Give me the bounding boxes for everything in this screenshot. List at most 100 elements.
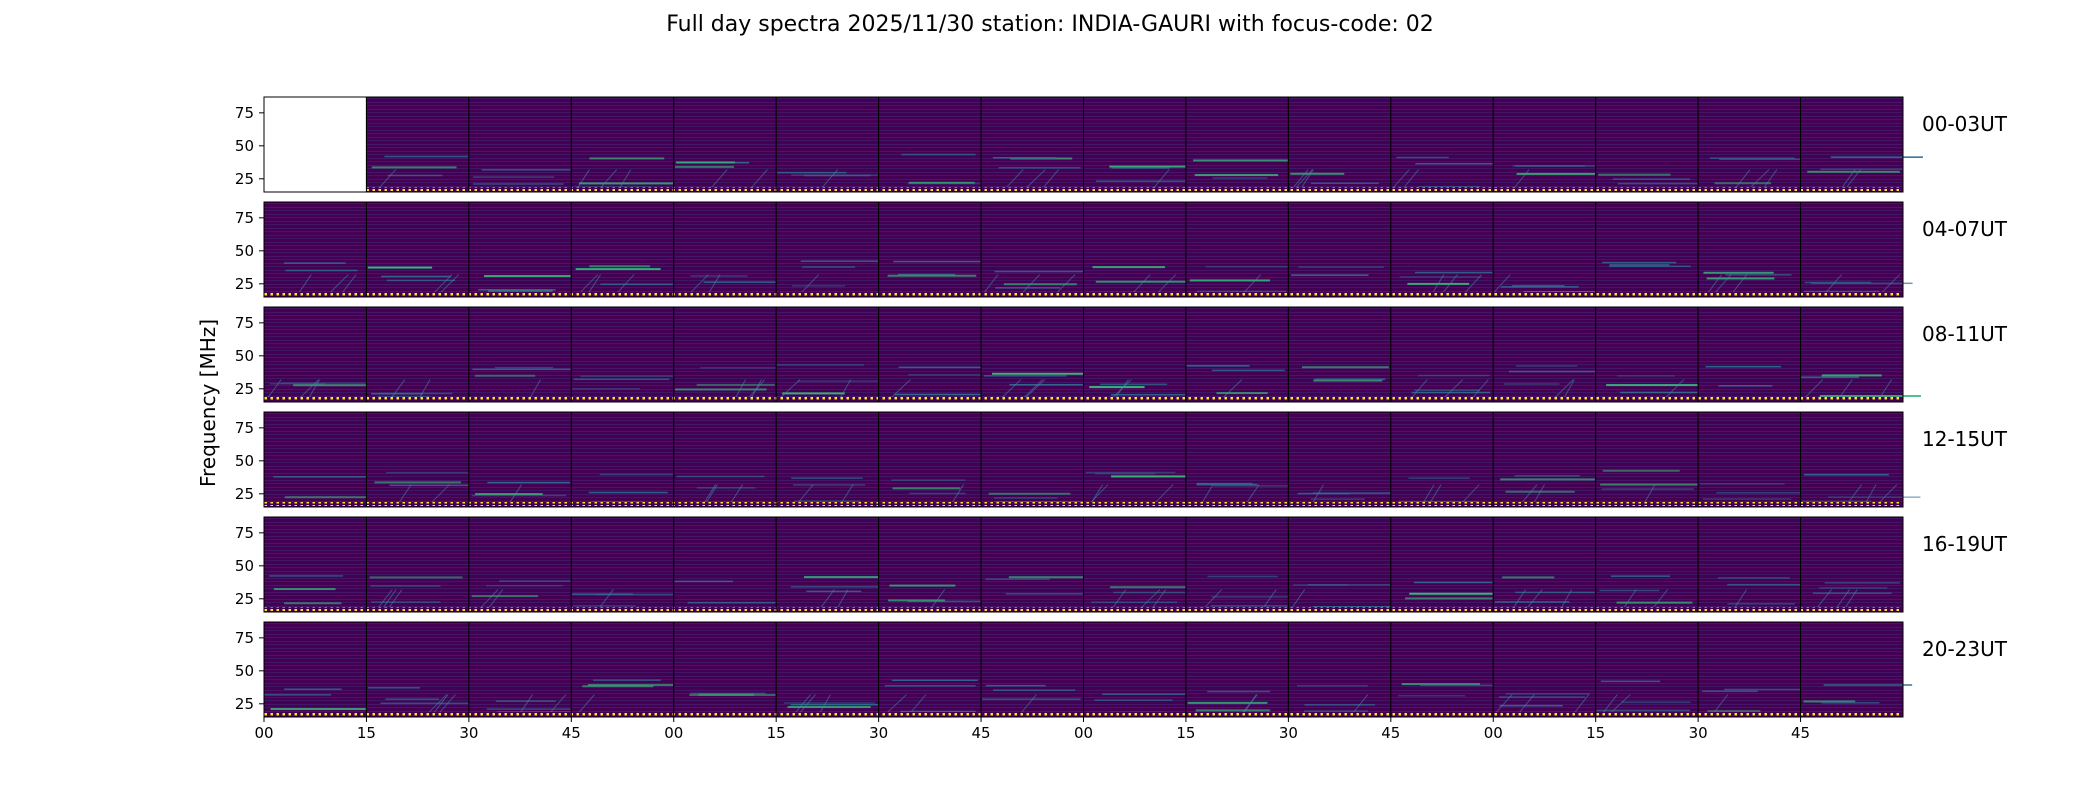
spectrum-panel [1287, 516, 1400, 613]
spectrum-panel [980, 621, 1084, 718]
y-tick-label: 50 [235, 662, 254, 680]
spectrum-panel [980, 516, 1108, 613]
x-tick-label: 00 [1074, 724, 1093, 742]
y-tick-label: 50 [235, 347, 254, 365]
x-tick-label: 00 [1484, 724, 1503, 742]
chart-title: Full day spectra 2025/11/30 station: IND… [666, 12, 1434, 37]
row-label: 08-11UT [1922, 322, 2008, 346]
y-tick-label: 50 [235, 452, 254, 470]
row-label: 04-07UT [1922, 217, 2008, 241]
spectrum-panel [263, 516, 367, 613]
spectra-row: 75 50 25 08-11UT [235, 306, 2008, 403]
spectrum-panel [570, 621, 686, 718]
spectrum-panel [775, 516, 892, 613]
spectrum-panel [1697, 306, 1806, 403]
spectrum-panel [1697, 621, 1826, 718]
spectrum-panel [775, 96, 886, 193]
spectrum-panel [878, 411, 982, 508]
spectrum-panel [673, 516, 787, 613]
spectrum-panel [1287, 96, 1416, 193]
spectrum-panel [1492, 411, 1597, 508]
spectrum-panel [263, 306, 383, 403]
spectrum-panel [1800, 96, 1923, 193]
y-tick-label: 50 [235, 137, 254, 155]
spectrum-panel [263, 96, 367, 193]
spectrum-panel [1800, 411, 1921, 508]
x-tick-label: 00 [254, 724, 273, 742]
spectrum-panel [1697, 516, 1822, 613]
row-label: 00-03UT [1922, 112, 2008, 136]
x-tick-label: 15 [1586, 724, 1605, 742]
spectrum-panel [673, 306, 777, 403]
spectrum-panel [365, 201, 470, 298]
spectrum-panel [1595, 621, 1699, 718]
spectrum-panel [980, 411, 1087, 508]
y-tick-label: 75 [235, 419, 254, 437]
y-tick-label: 75 [235, 629, 254, 647]
spectrum-panel [980, 306, 1091, 403]
spectrum-panel [673, 96, 777, 193]
spectrum-panel [1390, 411, 1499, 508]
y-tick-label: 75 [235, 524, 254, 542]
x-tick-label: 45 [972, 724, 991, 742]
spectrum-panel [1185, 621, 1289, 718]
y-tick-label: 25 [235, 380, 254, 398]
spectrum-panel [1390, 306, 1494, 403]
spectrum-panel [365, 516, 470, 613]
spectrum-panel [673, 621, 783, 718]
x-tick-label: 45 [562, 724, 581, 742]
spectrum-panel [1800, 516, 1904, 613]
spectrum-panel [1595, 201, 1699, 298]
spectrum-panel [1083, 516, 1205, 613]
spectrum-panel [775, 201, 902, 298]
y-tick-label: 25 [235, 695, 254, 713]
spectrum-panel [673, 411, 777, 508]
spectrum-panel [1390, 621, 1520, 718]
x-tick-label: 30 [1689, 724, 1708, 742]
x-tick-label: 45 [1791, 724, 1810, 742]
spectrum-panel [1697, 96, 1806, 193]
spectrum-panel [365, 96, 472, 193]
spectrum-panel [1595, 516, 1699, 613]
spectra-row: 75 50 25 12-15UT [235, 411, 2008, 508]
spectrum-panel [468, 621, 588, 718]
spectrum-panel [1287, 201, 1406, 298]
y-tick-label: 25 [235, 275, 254, 293]
x-tick-label: 30 [869, 724, 888, 742]
spectrum-panel [1185, 96, 1291, 193]
y-tick-label: 25 [235, 590, 254, 608]
spectrum-panel [1390, 201, 1511, 298]
spectrum-panel [1492, 201, 1621, 298]
spectrum-panel [1595, 411, 1701, 508]
spectrum-panel [1492, 516, 1597, 613]
row-label: 16-19UT [1922, 532, 2008, 556]
spectrum-panel [468, 201, 584, 298]
spectra-grid: 75 50 25 00-03UT 75 50 25 04-07UT 75 50 25 08-11UT 7… [235, 96, 2008, 742]
y-tick-label: 50 [235, 242, 254, 260]
spectrum-panel [980, 201, 1092, 298]
spectrum-panel [468, 516, 577, 613]
y-tick-label: 25 [235, 170, 254, 188]
x-tick-label: 00 [664, 724, 683, 742]
spectrum-panel [1492, 306, 1597, 403]
x-tick-label: 15 [357, 724, 376, 742]
spectrum-panel [775, 621, 881, 718]
x-tick-label: 15 [767, 724, 786, 742]
spectrum-panel [878, 621, 982, 718]
spectrum-panel [570, 411, 702, 508]
spectrum-panel [1083, 621, 1198, 718]
spectrum-panel [1185, 306, 1289, 403]
spectrum-panel [1800, 621, 1913, 718]
spectrum-panel [1083, 306, 1188, 403]
spectrum-panel [570, 516, 682, 613]
spectrum-panel [1287, 411, 1410, 508]
x-tick-label: 30 [1279, 724, 1298, 742]
spectrum-panel [1185, 201, 1299, 298]
y-tick-label: 75 [235, 104, 254, 122]
spectrum-panel [570, 96, 682, 193]
spectrum-panel [878, 201, 994, 298]
spectra-row: 75 50 25 00-03UT [235, 96, 2008, 193]
spectrum-panel [263, 411, 376, 508]
spectrum-panel [1390, 516, 1501, 613]
